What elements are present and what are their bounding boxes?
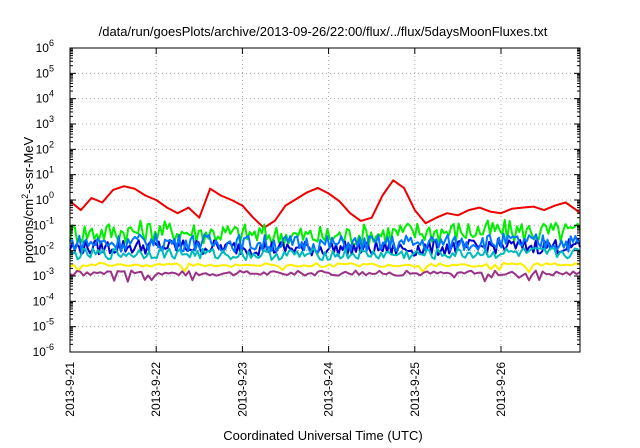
y-axis-label: protons/cm2-s-sr-MeV: [20, 136, 36, 263]
y-tick-label-base: 10: [36, 142, 50, 156]
x-tick-label: 2013-9-23: [235, 362, 249, 417]
x-tick-label: 2013-9-24: [322, 362, 336, 417]
y-axis-label-rest: -s-sr-MeV: [21, 136, 36, 193]
series-layer: [69, 179, 581, 283]
y-tick-label-exponent: 6: [49, 38, 54, 48]
x-tick-label: 2013-9-21: [63, 362, 77, 417]
y-tick-label-exponent: 5: [49, 63, 54, 73]
y-tick-label-base: 10: [33, 218, 47, 232]
y-tick-label-base: 10: [36, 41, 50, 55]
y-tick-label: 104: [36, 89, 54, 106]
y-tick-label-exponent: 4: [49, 89, 54, 99]
y-tick-label-base: 10: [33, 269, 47, 283]
y-tick-label-base: 10: [36, 92, 50, 106]
y-tick-label-base: 10: [36, 168, 50, 182]
y-tick-label-exponent: 3: [49, 114, 54, 124]
y-tick-label: 10-3: [33, 266, 54, 283]
flux-series-line: [69, 218, 581, 248]
y-tick-label-exponent: 0: [49, 190, 54, 200]
y-tick-label: 10-4: [33, 291, 54, 308]
y-tick-label-base: 10: [36, 193, 50, 207]
y-axis: 10-610-510-410-310-210-11001011021031041…: [33, 38, 580, 359]
y-axis-label-units: protons/cm: [21, 199, 36, 263]
y-tick-label: 102: [36, 139, 54, 156]
y-tick-label: 106: [36, 38, 54, 55]
y-tick-label-base: 10: [33, 294, 47, 308]
y-tick-label-base: 10: [33, 345, 47, 359]
y-tick-label: 10-2: [33, 241, 54, 258]
x-axis-label: Coordinated Universal Time (UTC): [223, 428, 422, 443]
flux-series-line: [69, 269, 581, 283]
grid-lines: [70, 48, 580, 352]
x-axis: 2013-9-21 2013-9-22 2013-9-23 2013-9-24 2013…: [63, 48, 508, 417]
y-tick-label: 10-1: [33, 215, 54, 232]
y-tick-label-exponent: -4: [46, 291, 54, 301]
flux-series-line: [69, 261, 581, 274]
y-tick-label: 103: [36, 114, 54, 131]
y-tick-label-base: 10: [33, 320, 47, 334]
y-tick-label-base: 10: [33, 244, 47, 258]
x-tick-label: 2013-9-26: [494, 362, 508, 417]
y-axis-label-exponent: 2: [20, 194, 30, 199]
y-tick-label-exponent: 1: [49, 165, 54, 175]
chart-title: /data/run/goesPlots/archive/2013-09-26/2…: [99, 24, 548, 39]
flux-series-line: [69, 247, 581, 261]
x-tick-label: 2013-9-25: [408, 362, 422, 417]
y-tick-label-exponent: -2: [46, 241, 54, 251]
y-tick-label: 10-6: [33, 342, 54, 359]
y-tick-label-exponent: -1: [46, 215, 54, 225]
flux-series-line: [69, 179, 581, 229]
y-tick-label: 100: [36, 190, 54, 207]
x-tick-label: 2013-9-22: [149, 362, 163, 417]
y-tick-label-exponent: -5: [46, 317, 54, 327]
y-tick-label: 101: [36, 165, 54, 182]
y-tick-label-exponent: -3: [46, 266, 54, 276]
flux-series-line: [69, 232, 581, 254]
y-tick-label-exponent: -6: [46, 342, 54, 352]
y-tick-label-base: 10: [36, 117, 50, 131]
y-tick-label-base: 10: [36, 66, 50, 80]
y-tick-label-exponent: 2: [49, 139, 54, 149]
y-tick-label: 10-5: [33, 317, 54, 334]
y-tick-label: 105: [36, 63, 54, 80]
